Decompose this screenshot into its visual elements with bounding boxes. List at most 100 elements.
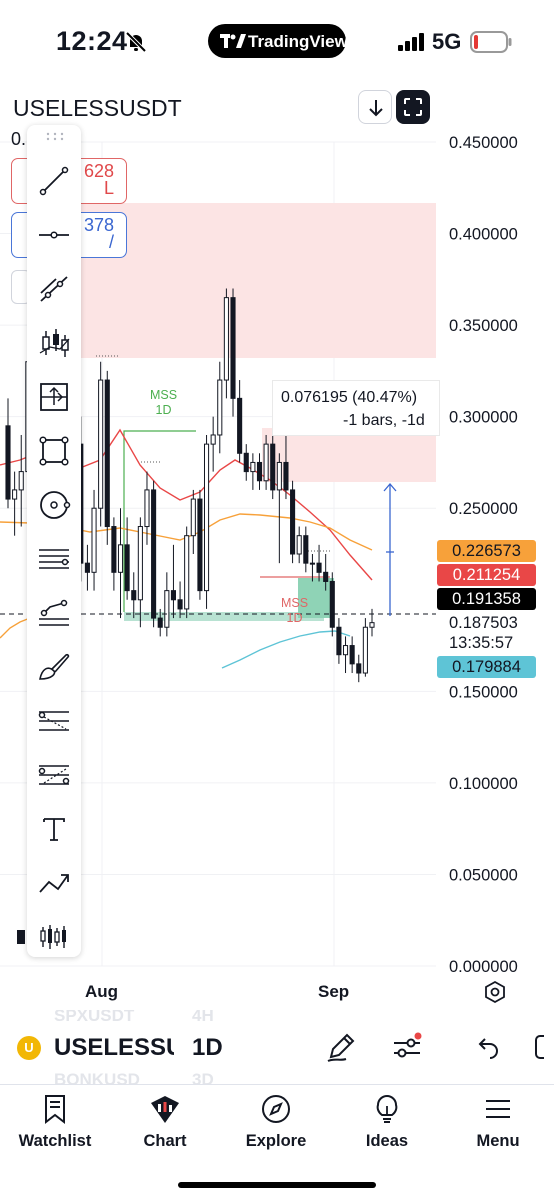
bar-countdown: 13:35:57 (449, 634, 514, 652)
nav-menu[interactable]: Menu (443, 1085, 553, 1165)
fullscreen-button[interactable] (396, 90, 430, 124)
redo-icon[interactable] (530, 1030, 554, 1064)
nav-explore[interactable]: Explore (221, 1085, 331, 1165)
candle-body (184, 535, 190, 610)
fib-retracement-tool[interactable] (36, 703, 72, 739)
long-position-tool[interactable] (36, 379, 72, 415)
y-axis-label: 0.450000 (449, 134, 518, 152)
last-price-label: 0.187503 (449, 614, 518, 632)
candle-body (98, 379, 104, 509)
candle-body (144, 489, 150, 528)
rectangle-icon (39, 436, 69, 466)
candle-body (203, 443, 210, 592)
app-badge-label: TradingView (248, 32, 348, 51)
text-icon (43, 818, 65, 841)
candle-body (356, 663, 362, 674)
ma-line-orange-left (0, 617, 31, 639)
pitchfork-tool[interactable] (36, 595, 72, 631)
status-time: 12:24 (56, 26, 128, 56)
path-tool[interactable] (36, 865, 72, 901)
bars-pattern-icon (40, 925, 66, 949)
candle-body (342, 645, 349, 656)
candle-body (309, 562, 315, 565)
price-tag-marker-black: 0.191358 (437, 588, 536, 610)
candle-body (84, 562, 90, 573)
x-axis-label-sep: Sep (318, 982, 350, 1001)
candle-body (349, 645, 355, 665)
bottom-navigation: Watchlist Chart Explore Ideas (0, 1084, 554, 1200)
candle-body (210, 434, 216, 445)
parallel-channel-tool[interactable] (36, 541, 72, 577)
drawing-pen-icon[interactable] (324, 1030, 358, 1064)
candle-body (336, 626, 342, 656)
y-axis-label: 0.050000 (449, 866, 518, 884)
scroll-to-latest-button[interactable] (358, 90, 392, 124)
ghost-tf-top: 4H (192, 1010, 214, 1025)
undo-icon[interactable] (470, 1030, 504, 1064)
timeframe-selector[interactable]: 1D (192, 1034, 223, 1061)
circle-icon (40, 491, 71, 519)
mss-label-red-text: MSS (281, 596, 309, 610)
trend-line-icon (39, 166, 69, 196)
candle-body (91, 507, 97, 573)
app-badge: TradingView (208, 24, 348, 58)
fib-extension-tool[interactable] (36, 757, 72, 793)
candle-body (131, 590, 137, 601)
brush-tool[interactable] (36, 649, 72, 685)
candle-body (237, 397, 243, 454)
candle-body (5, 425, 11, 500)
nav-ideas-label: Ideas (365, 1132, 409, 1150)
pattern-tool[interactable] (36, 919, 72, 955)
ray-tool[interactable] (36, 271, 72, 307)
y-axis-label: 0.350000 (449, 317, 518, 335)
candle-body (362, 626, 368, 674)
toolbar-grip-icon[interactable] (45, 131, 65, 141)
candle-body (111, 526, 117, 573)
chart-nav-icon (151, 1096, 179, 1123)
candle-body (250, 461, 256, 473)
rectangle-tool[interactable] (36, 433, 72, 469)
candle-body (223, 297, 229, 381)
sell-label-fragment: L (103, 178, 114, 198)
candle-body (117, 544, 124, 573)
candles-icon (39, 329, 70, 357)
candle-body (170, 590, 177, 601)
nav-ideas[interactable]: Ideas (332, 1085, 442, 1165)
left-edge-marker (17, 930, 25, 944)
mss-line-green (123, 430, 196, 612)
supply-zone-lower (262, 428, 436, 482)
y-axis-label: 0.250000 (449, 500, 518, 518)
candles-tool[interactable] (36, 325, 72, 361)
network-type: 5G (432, 29, 462, 54)
fullscreen-icon (404, 98, 422, 116)
tradingview-logo-icon (220, 34, 246, 48)
hamburger-menu-icon (486, 1100, 510, 1118)
candle-body (217, 379, 223, 436)
circle-tool[interactable] (36, 487, 72, 523)
price-chart[interactable]: 0.450000 0.400000 0.350000 0.300000 0.250000… (0, 130, 554, 975)
candle-body (18, 471, 24, 491)
horizontal-line-tool[interactable] (36, 217, 72, 253)
nav-watchlist[interactable]: Watchlist (0, 1085, 110, 1165)
trend-line-tool[interactable] (36, 163, 72, 199)
symbol-selector[interactable]: USELESSU (54, 1034, 174, 1061)
nav-chart[interactable]: Chart (110, 1085, 220, 1165)
candle-body (283, 461, 289, 491)
chart-settings-icon[interactable] (483, 980, 507, 1004)
candle-body (104, 379, 110, 528)
drawing-toolbar (27, 125, 81, 957)
price-tag-ma-cyan: 0.179884 (437, 656, 536, 678)
chart-symbol-title[interactable]: USELESSUSDT (13, 95, 182, 121)
horizontal-line-icon (39, 231, 69, 239)
nav-watchlist-label: Watchlist (18, 1132, 92, 1150)
pitchfork-icon (39, 599, 69, 626)
fib-retracement-icon (38, 711, 69, 731)
candle-body (276, 461, 282, 491)
candle-body (296, 535, 302, 555)
buy-label-fragment: / (108, 232, 114, 252)
text-tool[interactable] (36, 811, 72, 847)
indicators-icon[interactable] (390, 1030, 424, 1064)
watchlist-icon (45, 1095, 65, 1125)
price-tag-ma-orange: 0.226573 (437, 540, 536, 562)
candle-body (263, 443, 269, 482)
